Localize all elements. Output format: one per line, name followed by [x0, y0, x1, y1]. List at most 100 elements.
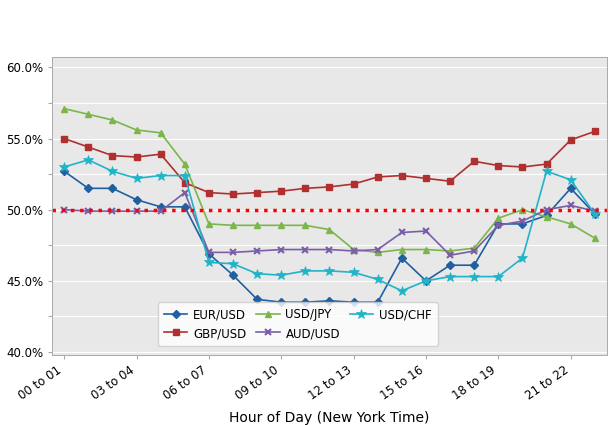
USD/JPY	[278, 223, 285, 228]
EUR/USD	[398, 255, 406, 261]
USD/JPY	[543, 214, 550, 219]
USD/CHF	[229, 261, 237, 266]
GBP/USD	[205, 190, 213, 195]
USD/JPY	[61, 106, 68, 111]
USD/JPY	[591, 235, 598, 241]
AUD/USD	[471, 249, 478, 254]
AUD/USD	[302, 247, 309, 252]
EUR/USD	[61, 169, 68, 174]
EUR/USD	[205, 251, 213, 256]
GBP/USD	[422, 176, 430, 181]
GBP/USD	[495, 163, 502, 168]
GBP/USD	[567, 137, 574, 142]
Legend: EUR/USD, GBP/USD, USD/JPY, AUD/USD, USD/CHF: EUR/USD, GBP/USD, USD/JPY, AUD/USD, USD/…	[158, 302, 438, 346]
AUD/USD	[495, 223, 502, 228]
AUD/USD	[398, 230, 406, 235]
Line: GBP/USD: GBP/USD	[61, 128, 598, 198]
EUR/USD	[229, 272, 237, 278]
EUR/USD	[591, 211, 598, 216]
Text: Profitability By Time Frame - Top 5 Traded Pairs - Eastern Time: Profitability By Time Frame - Top 5 Trad…	[37, 21, 576, 36]
GBP/USD	[591, 129, 598, 134]
AUD/USD	[61, 207, 68, 212]
USD/JPY	[495, 215, 502, 221]
GBP/USD	[85, 144, 92, 150]
AUD/USD	[229, 250, 237, 255]
USD/CHF	[567, 177, 574, 182]
USD/CHF	[350, 270, 357, 275]
USD/JPY	[229, 223, 237, 228]
USD/CHF	[302, 268, 309, 273]
USD/CHF	[181, 173, 188, 178]
EUR/USD	[326, 298, 333, 303]
EUR/USD	[471, 263, 478, 268]
EUR/USD	[157, 204, 164, 210]
USD/JPY	[133, 128, 140, 133]
GBP/USD	[326, 184, 333, 190]
AUD/USD	[519, 218, 526, 224]
AUD/USD	[350, 249, 357, 254]
AUD/USD	[446, 253, 454, 258]
GBP/USD	[253, 190, 261, 195]
USD/JPY	[109, 117, 116, 122]
GBP/USD	[374, 174, 381, 179]
EUR/USD	[543, 213, 550, 218]
AUD/USD	[278, 247, 285, 252]
USD/JPY	[85, 112, 92, 117]
GBP/USD	[446, 178, 454, 184]
GBP/USD	[229, 192, 237, 197]
AUD/USD	[85, 209, 92, 214]
AUD/USD	[109, 209, 116, 214]
EUR/USD	[495, 221, 502, 227]
USD/JPY	[157, 130, 164, 136]
USD/CHF	[495, 274, 502, 279]
EUR/USD	[302, 300, 309, 305]
USD/CHF	[85, 157, 92, 162]
AUD/USD	[157, 209, 164, 214]
USD/JPY	[326, 227, 333, 232]
GBP/USD	[109, 153, 116, 158]
EUR/USD	[519, 221, 526, 227]
USD/JPY	[567, 221, 574, 227]
USD/CHF	[278, 272, 285, 278]
USD/JPY	[302, 223, 309, 228]
Line: EUR/USD: EUR/USD	[61, 168, 598, 305]
AUD/USD	[543, 207, 550, 212]
Line: AUD/USD: AUD/USD	[61, 189, 598, 259]
AUD/USD	[374, 247, 381, 252]
USD/CHF	[446, 274, 454, 279]
USD/CHF	[157, 173, 164, 178]
EUR/USD	[374, 300, 381, 305]
USD/JPY	[519, 207, 526, 212]
GBP/USD	[157, 152, 164, 157]
AUD/USD	[253, 249, 261, 254]
GBP/USD	[278, 189, 285, 194]
USD/CHF	[374, 277, 381, 282]
AUD/USD	[591, 209, 598, 214]
USD/JPY	[422, 247, 430, 252]
AUD/USD	[205, 250, 213, 255]
GBP/USD	[302, 186, 309, 191]
USD/CHF	[133, 176, 140, 181]
USD/CHF	[519, 255, 526, 261]
USD/JPY	[471, 246, 478, 251]
GBP/USD	[61, 136, 68, 141]
GBP/USD	[519, 164, 526, 170]
USD/CHF	[253, 271, 261, 276]
GBP/USD	[398, 173, 406, 178]
USD/JPY	[446, 249, 454, 254]
EUR/USD	[350, 300, 357, 305]
AUD/USD	[181, 190, 188, 195]
USD/JPY	[350, 247, 357, 252]
EUR/USD	[109, 186, 116, 191]
AUD/USD	[326, 247, 333, 252]
USD/JPY	[374, 250, 381, 255]
AUD/USD	[567, 203, 574, 208]
Line: USD/CHF: USD/CHF	[59, 155, 600, 296]
EUR/USD	[181, 204, 188, 210]
GBP/USD	[543, 162, 550, 167]
EUR/USD	[446, 263, 454, 268]
USD/CHF	[326, 268, 333, 273]
EUR/USD	[567, 186, 574, 191]
AUD/USD	[422, 229, 430, 234]
USD/CHF	[422, 278, 430, 283]
